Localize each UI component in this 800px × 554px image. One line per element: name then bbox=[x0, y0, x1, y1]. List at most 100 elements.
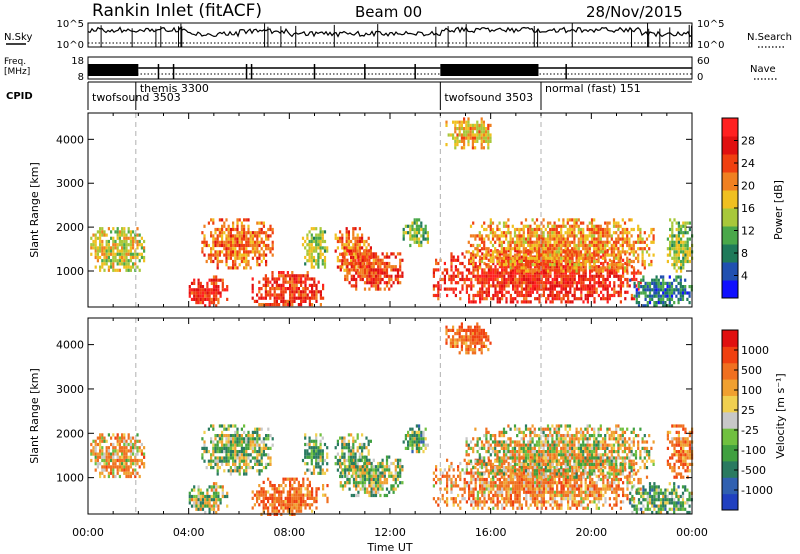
range-cell bbox=[407, 434, 410, 438]
range-cell bbox=[531, 290, 534, 294]
range-cell bbox=[470, 300, 473, 304]
range-cell bbox=[619, 237, 622, 241]
range-cell bbox=[350, 261, 353, 266]
range-cell bbox=[350, 468, 353, 472]
range-cell bbox=[653, 281, 656, 285]
range-cell bbox=[460, 146, 463, 150]
range-cell bbox=[136, 227, 139, 231]
range-cell bbox=[659, 275, 663, 279]
range-cell bbox=[467, 120, 470, 124]
range-cell bbox=[212, 234, 215, 238]
range-cell bbox=[662, 285, 665, 289]
range-cell bbox=[247, 218, 250, 222]
range-cell bbox=[363, 442, 366, 447]
range-cell bbox=[260, 231, 263, 235]
range-cell bbox=[315, 299, 318, 303]
range-cell bbox=[567, 300, 570, 304]
range-cell bbox=[114, 239, 117, 244]
range-cell bbox=[136, 233, 139, 237]
range-cell bbox=[553, 287, 556, 291]
range-cell bbox=[118, 236, 121, 240]
range-cell bbox=[527, 274, 530, 278]
range-cell bbox=[546, 243, 550, 248]
range-cell bbox=[675, 259, 678, 264]
range-cell bbox=[463, 133, 466, 137]
range-cell bbox=[140, 236, 143, 240]
range-cell bbox=[336, 468, 339, 472]
range-cell bbox=[516, 293, 519, 298]
range-cell bbox=[568, 240, 572, 244]
range-cell bbox=[212, 450, 215, 454]
range-cell bbox=[101, 446, 104, 450]
range-cell bbox=[262, 453, 265, 457]
range-cell bbox=[101, 249, 104, 253]
range-cell bbox=[509, 297, 512, 301]
range-cell bbox=[363, 281, 367, 285]
range-cell bbox=[123, 255, 126, 260]
range-cell bbox=[555, 227, 558, 232]
range-cell bbox=[487, 265, 490, 269]
range-cell bbox=[459, 261, 462, 266]
range-cell bbox=[273, 496, 276, 500]
range-cell bbox=[487, 146, 490, 150]
range-cell bbox=[677, 253, 680, 257]
range-cell bbox=[507, 290, 510, 294]
range-cell bbox=[334, 236, 337, 240]
range-cell bbox=[361, 255, 364, 259]
range-cell bbox=[546, 221, 550, 225]
range-cell bbox=[352, 493, 356, 498]
range-cell bbox=[641, 250, 644, 254]
range-cell bbox=[123, 468, 126, 472]
range-cell bbox=[679, 288, 682, 292]
nsky-line bbox=[87, 26, 693, 38]
range-cell bbox=[286, 493, 289, 497]
range-cell bbox=[494, 284, 497, 288]
range-cell bbox=[372, 277, 375, 282]
range-cell bbox=[125, 252, 128, 256]
range-cell bbox=[92, 239, 95, 244]
range-cell bbox=[240, 253, 243, 257]
range-cell bbox=[297, 503, 300, 507]
range-cell bbox=[125, 446, 128, 450]
range-cell bbox=[507, 255, 510, 259]
range-cell bbox=[352, 452, 355, 456]
range-cell bbox=[267, 496, 270, 500]
range-cell bbox=[367, 452, 370, 456]
range-cell bbox=[265, 243, 268, 248]
range-cell bbox=[347, 230, 350, 234]
range-cell bbox=[597, 253, 600, 257]
range-cell bbox=[420, 224, 423, 228]
range-cell bbox=[545, 268, 548, 272]
range-cell bbox=[243, 259, 246, 264]
range-cell bbox=[487, 271, 490, 275]
range-cell bbox=[377, 284, 380, 288]
nsky-tick-top: 10^5 bbox=[57, 19, 84, 30]
range-cell bbox=[684, 253, 687, 257]
range-cell bbox=[476, 133, 479, 137]
range-cell bbox=[507, 240, 510, 244]
range-cell bbox=[476, 243, 479, 248]
range-cell bbox=[481, 287, 484, 291]
range-cell bbox=[584, 237, 587, 241]
range-cell bbox=[533, 243, 536, 248]
range-cell bbox=[210, 234, 213, 238]
range-cell bbox=[210, 250, 213, 254]
range-cell bbox=[372, 284, 375, 288]
range-cell bbox=[577, 224, 580, 228]
range-cell bbox=[317, 449, 320, 453]
range-cell bbox=[593, 237, 596, 241]
range-cell bbox=[352, 284, 356, 288]
range-cell bbox=[267, 477, 270, 481]
range-cell bbox=[514, 265, 517, 269]
range-cell bbox=[553, 293, 556, 298]
range-cell bbox=[361, 458, 364, 463]
range-cell bbox=[302, 496, 305, 500]
range-cell bbox=[626, 269, 629, 273]
range-cell bbox=[206, 291, 209, 295]
range-cell bbox=[536, 274, 539, 278]
range-cell bbox=[624, 261, 627, 266]
range-cell bbox=[363, 474, 367, 478]
range-cell bbox=[601, 240, 605, 244]
range-cell bbox=[626, 277, 629, 282]
range-cell bbox=[668, 285, 671, 289]
